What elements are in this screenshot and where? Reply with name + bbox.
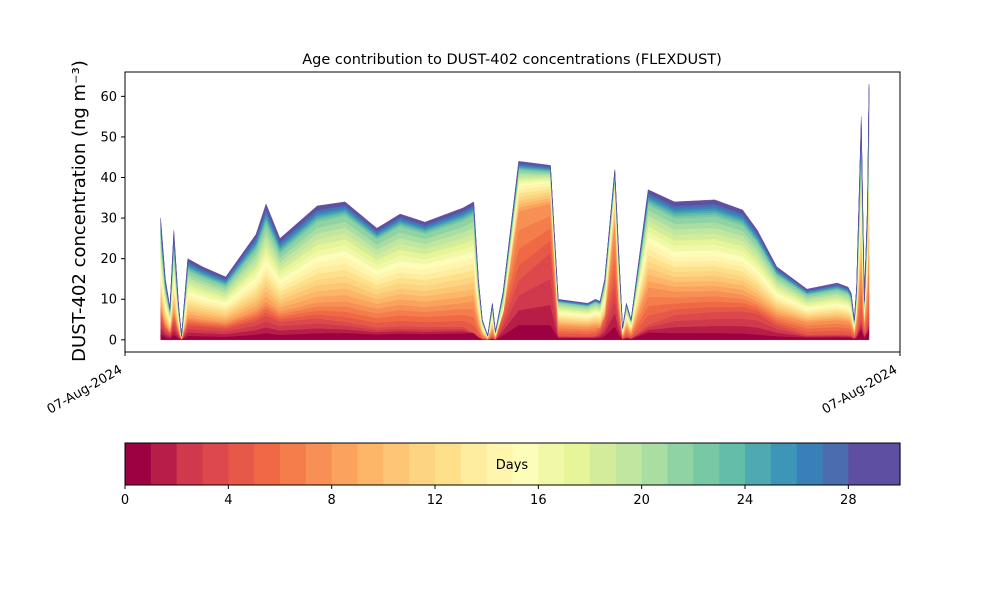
y-tick-label: 40: [100, 171, 117, 186]
colorbar-tick-label: 12: [427, 493, 444, 508]
y-tick-label: 20: [100, 252, 117, 267]
colorbar-swatches: [125, 443, 901, 485]
colorbar-swatch: [486, 443, 514, 485]
x-axis: 07-Aug-2024 07-Aug-2024: [45, 352, 901, 418]
colorbar-swatch: [460, 443, 488, 485]
colorbar-frame: [124, 442, 901, 486]
colorbar-tick-label: 20: [633, 493, 650, 508]
colorbar-tick-label: 28: [840, 493, 857, 508]
colorbar-swatch: [770, 443, 798, 485]
chart-title: Age contribution to DUST-402 concentrati…: [302, 52, 722, 68]
colorbar-swatch: [357, 443, 384, 485]
colorbar-swatch: [280, 443, 307, 485]
colorbar-label: Days: [496, 458, 529, 473]
colorbar-ticks: 0 4 8 12 16 20 24 28: [121, 485, 857, 508]
colorbar-swatch: [590, 443, 617, 485]
colorbar-swatch: [693, 443, 720, 485]
colorbar-swatch: [383, 443, 410, 485]
plot-area: [124, 71, 901, 353]
colorbar-swatch: [719, 443, 746, 485]
colorbar-swatch: [435, 443, 462, 485]
colorbar-swatch: [305, 443, 333, 485]
colorbar-tick-label: 4: [224, 493, 232, 508]
colorbar-tick-label: 0: [121, 493, 129, 508]
colorbar-swatch: [150, 443, 178, 485]
colorbar-swatch: [564, 443, 591, 485]
colorbar-swatch: [228, 443, 255, 485]
y-tick-label: 30: [100, 212, 117, 227]
y-tick-label: 10: [100, 293, 117, 308]
colorbar-swatch: [254, 443, 281, 485]
colorbar-swatch: [667, 443, 694, 485]
colorbar-tick-label: 24: [737, 493, 754, 508]
colorbar-swatch: [745, 443, 772, 485]
age-band-29: [160, 84, 870, 336]
colorbar-swatch: [615, 443, 643, 485]
colorbar: Days 0 4 8 12 16 20 24 28: [121, 442, 901, 508]
colorbar-swatch: [202, 443, 229, 485]
x-tick-label: 07-Aug-2024: [820, 362, 900, 417]
stacked-age-bands: [160, 84, 870, 341]
axes-frame: [124, 71, 901, 353]
y-axis: 0 10 20 30 40 50 60: [100, 90, 125, 348]
colorbar-swatch: [125, 443, 152, 485]
colorbar-swatch: [331, 443, 359, 485]
colorbar-swatch: [538, 443, 565, 485]
x-tick-label: 07-Aug-2024: [45, 362, 125, 417]
y-axis-label: DUST-402 concentration (ng m⁻³): [69, 60, 90, 362]
colorbar-swatch: [874, 443, 901, 485]
colorbar-swatch: [641, 443, 669, 485]
colorbar-swatch: [848, 443, 875, 485]
y-tick-label: 60: [100, 90, 117, 105]
y-tick-label: 0: [109, 333, 117, 348]
colorbar-swatch: [409, 443, 436, 485]
colorbar-swatch: [822, 443, 849, 485]
colorbar-swatch: [796, 443, 824, 485]
colorbar-swatch: [512, 443, 539, 485]
y-tick-label: 50: [100, 130, 117, 145]
colorbar-tick-label: 8: [328, 493, 336, 508]
colorbar-tick-label: 16: [530, 493, 547, 508]
colorbar-swatch: [176, 443, 204, 485]
